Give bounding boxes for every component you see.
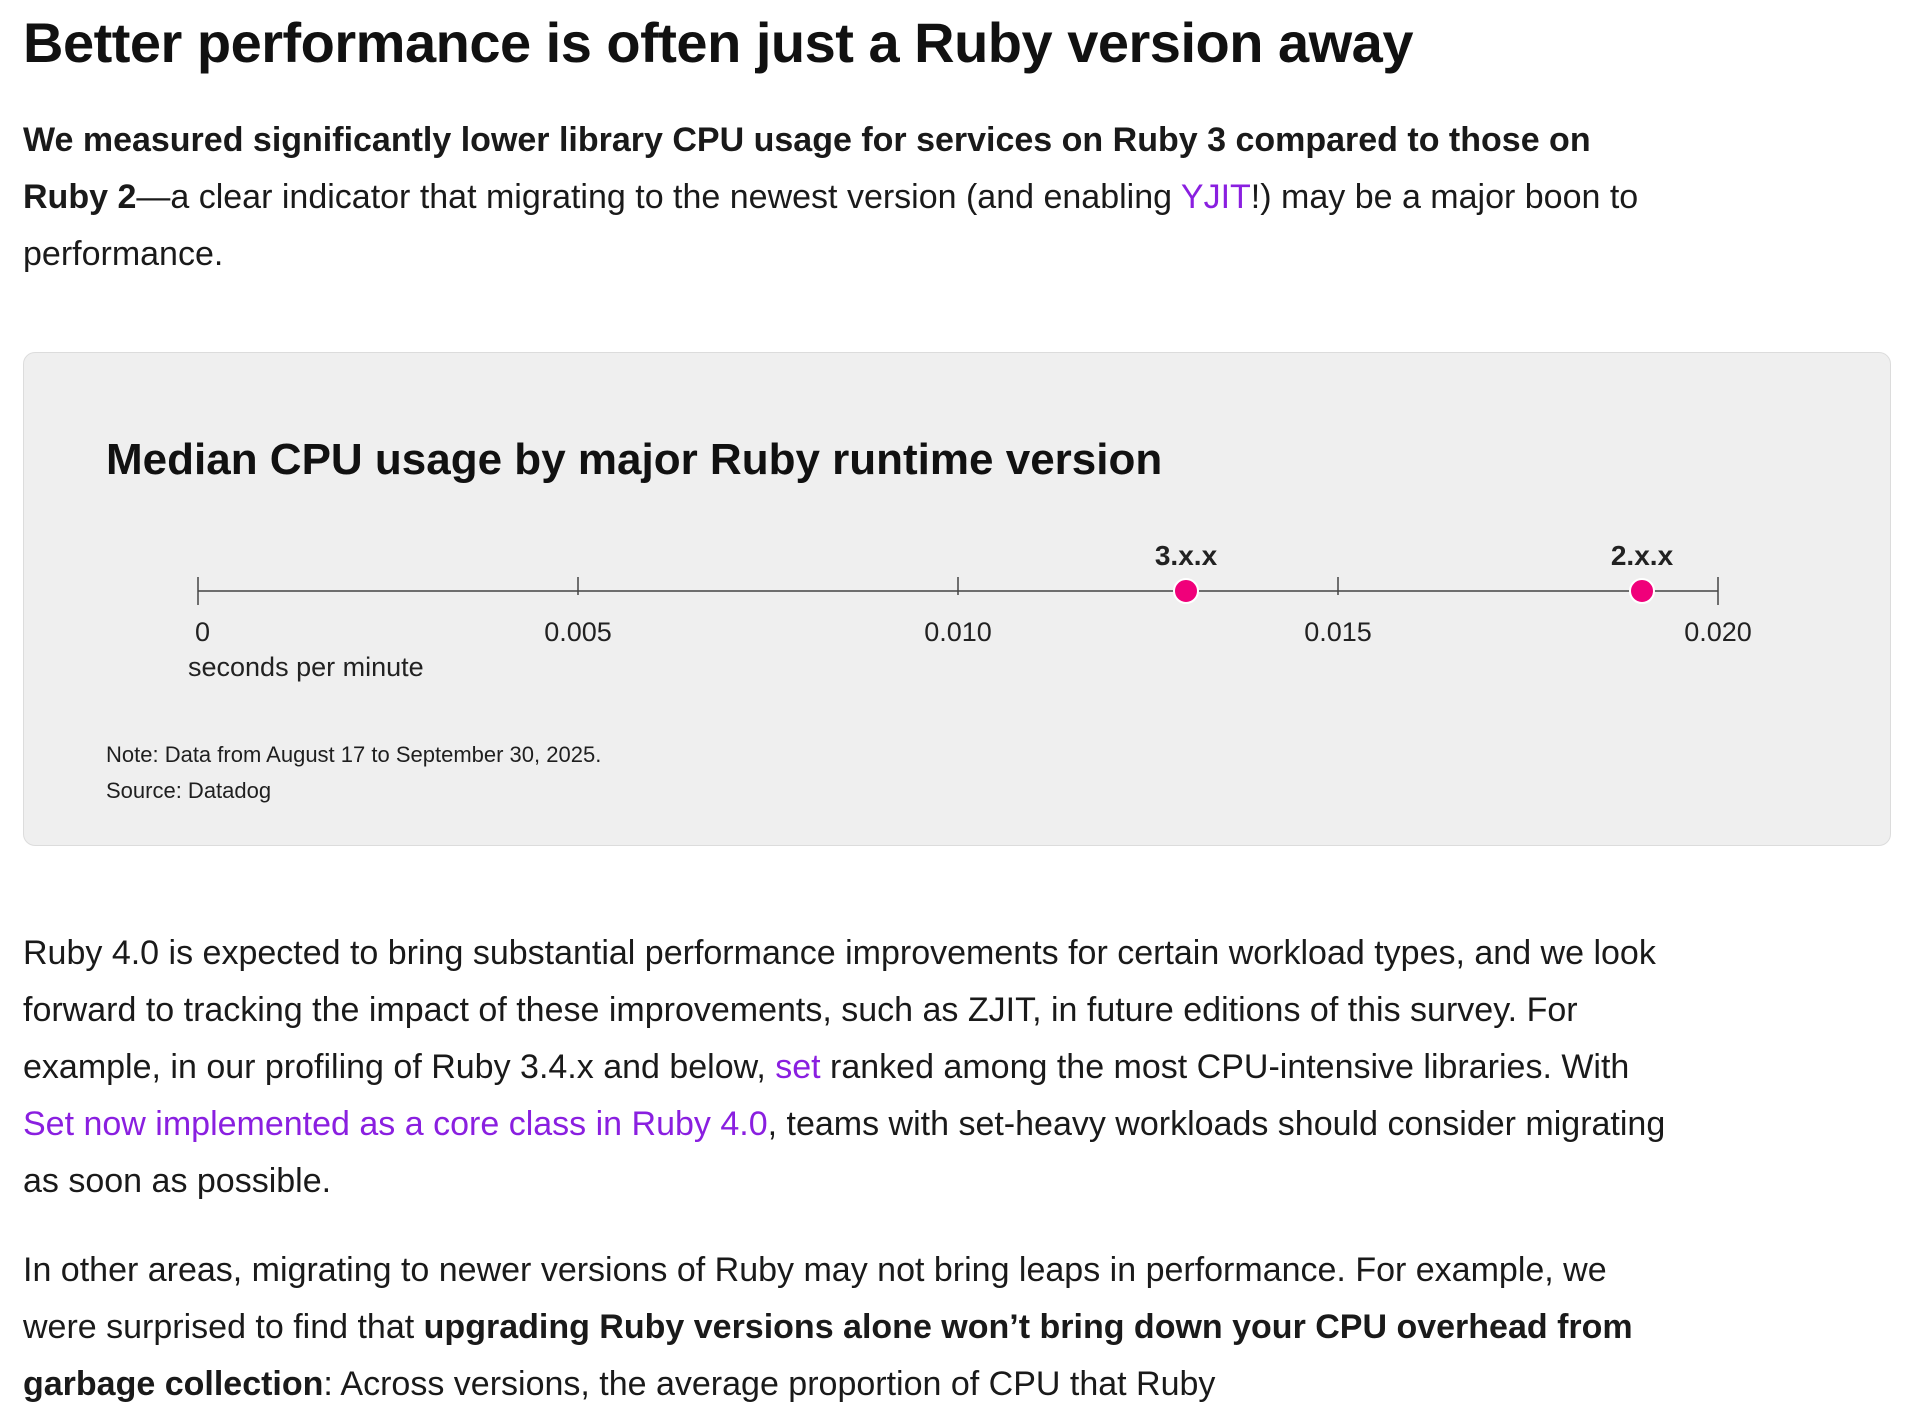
x-tick-label: 0.010 [924, 617, 992, 647]
chart-note-date: Note: Data from August 17 to September 3… [106, 742, 602, 767]
x-tick-label: 0.005 [544, 617, 612, 647]
data-point-label: 3.x.x [1155, 540, 1218, 571]
paragraph1-text-2: ranked among the most CPU-intensive libr… [820, 1048, 1630, 1086]
intro-bold-text: We measured significantly lower library … [23, 121, 1591, 216]
data-point [1173, 578, 1199, 604]
x-tick-label: 0.015 [1304, 617, 1372, 647]
body-paragraph-1: Ruby 4.0 is expected to bring substantia… [23, 925, 1683, 1210]
x-axis-label: seconds per minute [188, 652, 424, 682]
chart-note-source: Source: Datadog [106, 778, 272, 803]
chart-title: Median CPU usage by major Ruby runtime v… [106, 435, 1163, 484]
intro-text-end: !) may be a major boon to performance. [23, 178, 1639, 273]
yjit-link[interactable]: YJIT [1180, 178, 1251, 216]
x-tick-label: 0 [195, 617, 210, 647]
intro-paragraph: We measured significantly lower library … [23, 112, 1643, 283]
set-core-class-link[interactable]: Set now implemented as a core class in R… [23, 1105, 768, 1143]
paragraph2-text-1: In other areas, migrating to newer versi… [23, 1251, 1607, 1346]
dot-plot-chart: 0 0.005 0.010 0.015 0.020 seconds per minute 3… [188, 540, 1752, 682]
intro-text: —a clear indicator that migrating to the… [136, 178, 1181, 216]
data-point [1629, 578, 1655, 604]
paragraph2-bold-text: upgrading Ruby versions alone won’t brin… [23, 1308, 1633, 1403]
paragraph1-text-1: Ruby 4.0 is expected to bring substantia… [23, 934, 1656, 1086]
paragraph1-text-3: , teams with set-heavy workloads should … [23, 1105, 1666, 1200]
chart-card: Median CPU usage by major Ruby runtime v… [23, 352, 1891, 846]
data-point-label: 2.x.x [1611, 540, 1674, 571]
paragraph2-text-2: : Across versions, the average proportio… [323, 1365, 1216, 1403]
x-tick-label: 0.020 [1684, 617, 1752, 647]
article-headline: Better performance is often just a Ruby … [23, 11, 1413, 74]
chart-notes: Note: Data from August 17 to September 3… [106, 737, 601, 809]
body-paragraph-2: In other areas, migrating to newer versi… [23, 1242, 1683, 1413]
set-link[interactable]: set [775, 1048, 821, 1086]
